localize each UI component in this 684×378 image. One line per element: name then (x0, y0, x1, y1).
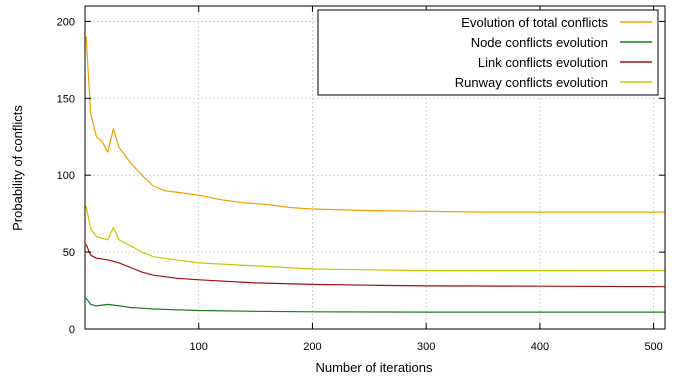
x-tick-label: 100 (190, 341, 208, 353)
legend: Evolution of total conflicts Node conflic… (317, 9, 659, 96)
y-tick-label: 150 (57, 93, 75, 105)
x-tick-label: 400 (531, 341, 549, 353)
series-lines (85, 36, 666, 313)
legend-label: Evolution of total conflicts (461, 15, 608, 30)
series-line-2 (85, 297, 665, 313)
x-tick-label: 500 (644, 341, 662, 353)
series-line-3 (85, 244, 666, 288)
plot-frame (84, 5, 666, 330)
x-tick-label: 200 (303, 341, 321, 353)
y-axis-label: Probability of conflicts (10, 105, 25, 231)
grid-lines (85, 6, 665, 329)
tick-marks (85, 6, 665, 330)
tick-labels: 0 50 100 150 200 100 200 300 400 500 (57, 16, 663, 353)
y-tick-label: 50 (63, 247, 75, 259)
series-line-1 (85, 36, 665, 213)
legend-label: Runway conflicts evolution (455, 75, 608, 90)
y-tick-label: 100 (57, 170, 75, 182)
y-tick-label: 0 (69, 324, 75, 336)
x-tick-label: 300 (417, 341, 435, 353)
y-tick-label: 200 (57, 16, 75, 28)
legend-label: Node conflicts evolution (471, 35, 608, 50)
x-axis-label: Number of iterations (315, 360, 433, 375)
series-line-4 (85, 205, 665, 272)
legend-box (317, 9, 659, 96)
legend-label: Link conflicts evolution (478, 55, 608, 70)
